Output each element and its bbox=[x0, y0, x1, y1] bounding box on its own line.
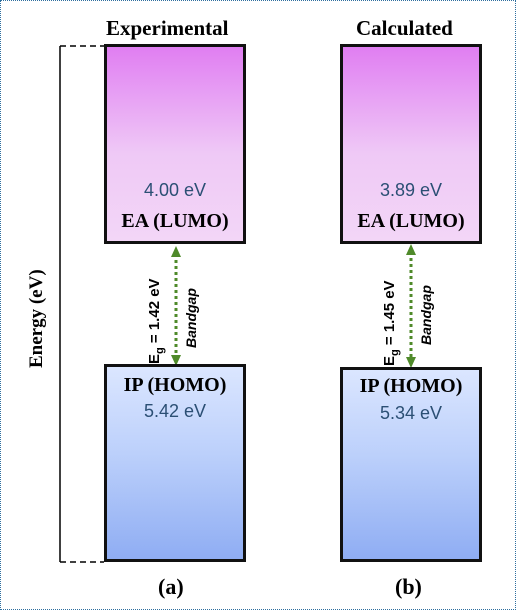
lumo-value-a: 4.00 eV bbox=[143, 180, 207, 200]
lumo-label-b: EA (LUMO) bbox=[357, 210, 465, 232]
bandgap-label-b: Bandgap bbox=[418, 285, 434, 345]
panel-b-title: Calculated bbox=[356, 16, 453, 40]
lumo-box-b: 3.89 eV EA (LUMO) bbox=[340, 44, 482, 244]
homo-label-a: IP (HOMO) bbox=[123, 374, 227, 396]
homo-label-b: IP (HOMO) bbox=[359, 375, 463, 397]
homo-box-a: IP (HOMO) 5.42 eV bbox=[104, 364, 246, 562]
panel-a-label: (a) bbox=[158, 574, 184, 599]
eg-label-b: Eg = 1.45 eV bbox=[381, 280, 401, 366]
lumo-label-a: EA (LUMO) bbox=[121, 210, 229, 232]
homo-value-b: 5.34 eV bbox=[379, 403, 443, 423]
homo-box-b: IP (HOMO) 5.34 eV bbox=[340, 367, 482, 562]
lumo-value-b: 3.89 eV bbox=[379, 180, 443, 200]
energy-axis-label: Energy (eV) bbox=[26, 269, 47, 368]
bandgap-label-a: Bandgap bbox=[183, 288, 199, 348]
lumo-box-a: 4.00 eV EA (LUMO) bbox=[104, 44, 246, 244]
bandgap-arrow-b bbox=[406, 244, 416, 368]
panel-a-title: Experimental bbox=[106, 16, 229, 40]
homo-value-a: 5.42 eV bbox=[143, 401, 207, 421]
bandgap-arrow-a bbox=[171, 246, 181, 366]
panel-b-label: (b) bbox=[395, 574, 422, 599]
eg-label-a: Eg = 1.42 eV bbox=[146, 278, 166, 364]
